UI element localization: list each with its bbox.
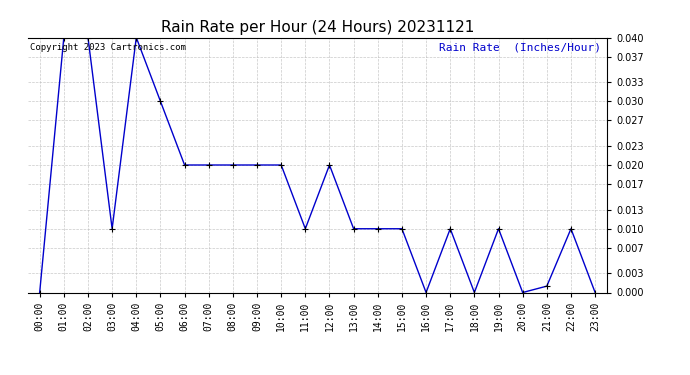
- Title: Rain Rate per Hour (24 Hours) 20231121: Rain Rate per Hour (24 Hours) 20231121: [161, 20, 474, 35]
- Text: Copyright 2023 Cartronics.com: Copyright 2023 Cartronics.com: [30, 43, 186, 52]
- Text: Rain Rate  (Inches/Hour): Rain Rate (Inches/Hour): [440, 43, 602, 52]
